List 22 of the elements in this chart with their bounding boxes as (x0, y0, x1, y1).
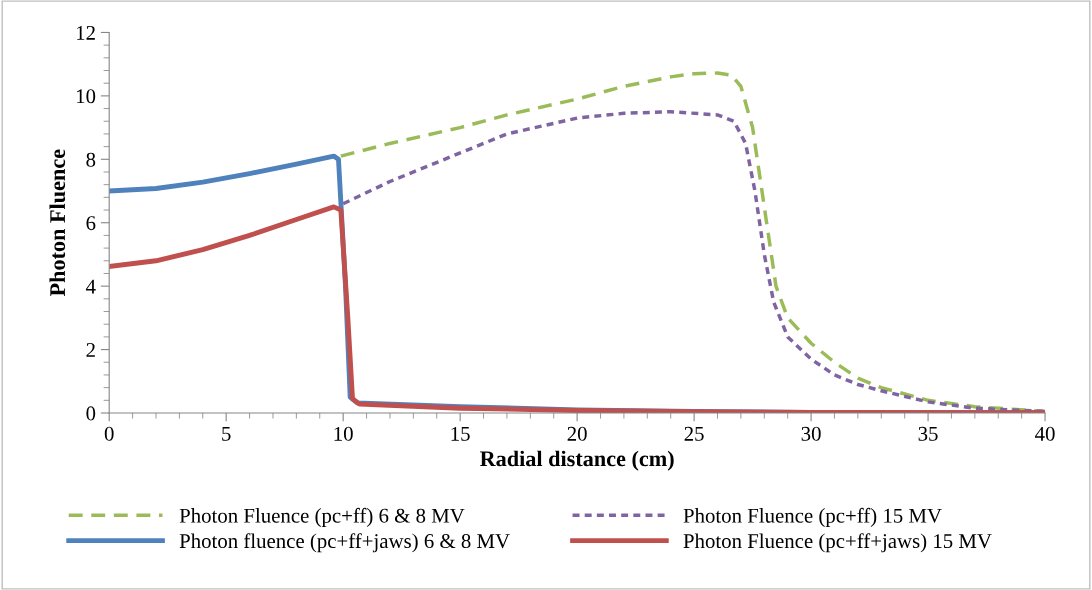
legend-label: Photon fluence (pc+ff+jaws) 6 & 8 MV (179, 533, 510, 553)
x-tick-label: 25 (684, 426, 704, 441)
y-tick-label: 8 (86, 152, 96, 167)
y-tick-label: 10 (77, 89, 96, 104)
y-tick-label: 2 (86, 343, 95, 357)
y-tick-label: 6 (86, 216, 96, 231)
x-tick-label: 20 (567, 426, 587, 441)
legend-label: Photon Fluence (pc+ff) 15 MV (683, 507, 942, 527)
legend-label: Photon Fluence (pc+ff) 6 & 8 MV (179, 507, 465, 527)
x-tick-label: 35 (918, 426, 938, 441)
x-tick-label: 10 (334, 426, 353, 441)
y-axis-title: Photon Fluence (49, 149, 66, 297)
y-tick-label: 12 (77, 25, 95, 40)
y-tick-label: 0 (86, 406, 96, 421)
x-tick-label: 5 (222, 427, 231, 441)
x-tick-label: 30 (801, 426, 821, 441)
x-tick-label: 0 (104, 426, 114, 441)
x-axis-title: Radial distance (cm) (479, 450, 674, 471)
y-tick-label: 4 (86, 279, 96, 294)
x-tick-label: 15 (451, 426, 470, 441)
x-tick-label: 40 (1035, 426, 1055, 441)
legend-label: Photon Fluence (pc+ff+jaws) 15 MV (683, 533, 992, 553)
